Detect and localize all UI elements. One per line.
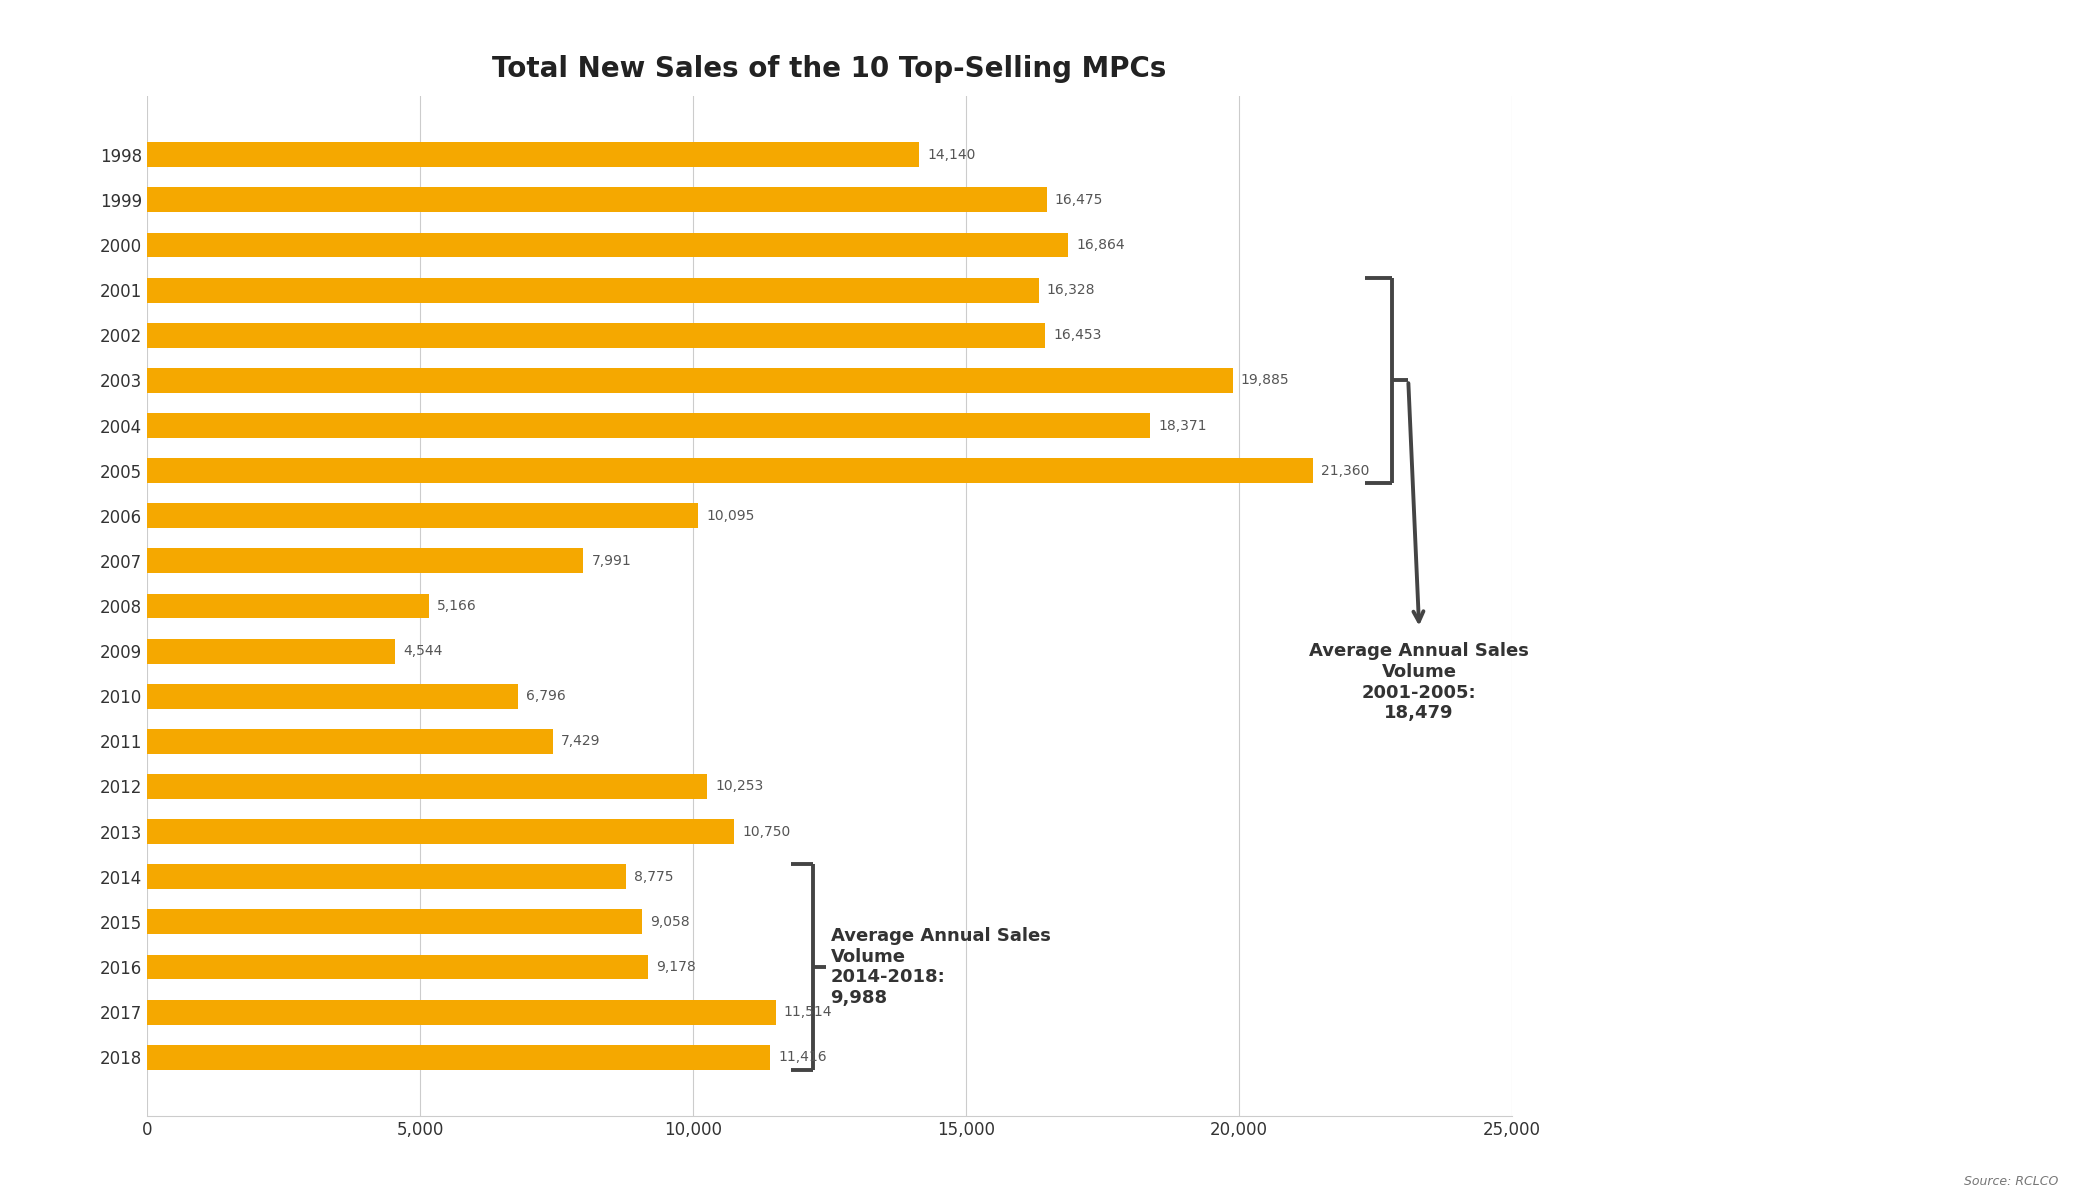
Bar bbox=[147, 503, 697, 528]
Text: 7,429: 7,429 bbox=[561, 734, 601, 749]
Bar bbox=[147, 820, 735, 844]
Text: 21,360: 21,360 bbox=[1321, 463, 1369, 478]
Bar bbox=[147, 368, 1233, 392]
Text: 10,750: 10,750 bbox=[741, 824, 790, 839]
Text: Average Annual Sales
Volume
2001-2005:
18,479: Average Annual Sales Volume 2001-2005: 1… bbox=[1308, 642, 1529, 722]
Text: 16,864: 16,864 bbox=[1075, 238, 1126, 252]
Text: 4,544: 4,544 bbox=[403, 644, 443, 658]
Text: 16,328: 16,328 bbox=[1046, 283, 1096, 298]
Text: 14,140: 14,140 bbox=[928, 148, 977, 162]
Text: 10,253: 10,253 bbox=[714, 780, 762, 793]
Bar bbox=[147, 910, 643, 935]
Title: Total New Sales of the 10 Top-Selling MPCs: Total New Sales of the 10 Top-Selling MP… bbox=[491, 54, 1168, 83]
Text: 9,178: 9,178 bbox=[657, 960, 695, 974]
Bar bbox=[147, 684, 519, 709]
Text: 19,885: 19,885 bbox=[1241, 373, 1289, 388]
Bar bbox=[147, 864, 626, 889]
Bar bbox=[147, 277, 1040, 302]
Text: 9,058: 9,058 bbox=[649, 914, 689, 929]
Bar bbox=[147, 728, 552, 754]
Bar bbox=[147, 1045, 771, 1069]
Bar bbox=[147, 638, 395, 664]
Text: 18,371: 18,371 bbox=[1159, 419, 1207, 432]
Bar bbox=[147, 233, 1067, 258]
Bar bbox=[147, 774, 708, 799]
Bar bbox=[147, 1000, 775, 1025]
Bar bbox=[147, 954, 649, 979]
Bar bbox=[147, 323, 1046, 348]
Text: 6,796: 6,796 bbox=[527, 689, 567, 703]
Text: Source: RCLCO: Source: RCLCO bbox=[1964, 1175, 2058, 1188]
Text: 8,775: 8,775 bbox=[634, 870, 674, 883]
Bar bbox=[147, 413, 1151, 438]
Text: Average Annual Sales
Volume
2014-2018:
9,988: Average Annual Sales Volume 2014-2018: 9… bbox=[832, 926, 1050, 1007]
Text: 7,991: 7,991 bbox=[592, 554, 632, 568]
Text: 11,514: 11,514 bbox=[783, 1006, 832, 1019]
Bar bbox=[147, 594, 428, 618]
Bar bbox=[147, 187, 1046, 212]
Bar bbox=[147, 143, 920, 167]
Text: 10,095: 10,095 bbox=[706, 509, 754, 523]
Bar bbox=[147, 548, 584, 574]
Text: 16,453: 16,453 bbox=[1054, 329, 1102, 342]
Text: 5,166: 5,166 bbox=[437, 599, 477, 613]
Bar bbox=[147, 458, 1312, 484]
Text: 16,475: 16,475 bbox=[1054, 193, 1102, 206]
Text: 11,416: 11,416 bbox=[779, 1050, 827, 1064]
